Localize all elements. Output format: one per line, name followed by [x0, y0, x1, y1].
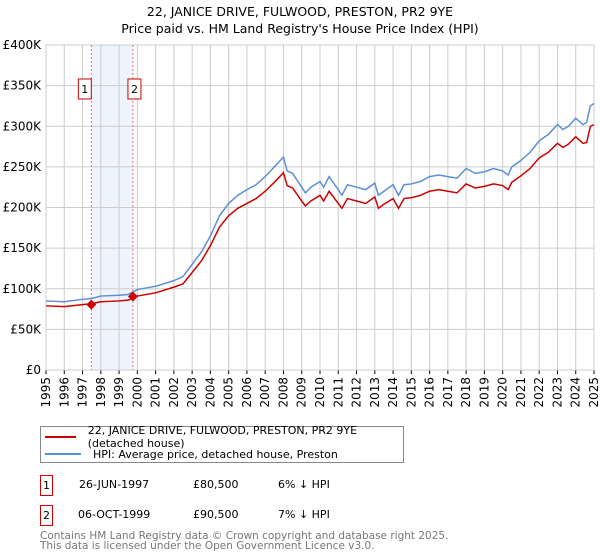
y-tick-label: £50K — [10, 322, 42, 336]
y-tick-label: £200K — [3, 201, 43, 215]
y-tick-label: £300K — [3, 119, 43, 133]
x-tick-label: 2005 — [222, 377, 236, 408]
price: £90,500 — [193, 508, 239, 521]
y-tick-label: £0 — [26, 363, 41, 377]
date: 26-JUN-1997 — [79, 478, 150, 491]
subtitle: Price paid vs. HM Land Registry's House … — [121, 21, 479, 36]
x-tick-label: 1995 — [39, 377, 53, 408]
sale-point — [86, 299, 97, 310]
x-tick-label: 2024 — [569, 377, 583, 408]
red-line-swatch — [45, 436, 76, 438]
y-tick-label: £100K — [3, 282, 43, 296]
x-tick-label: 2003 — [185, 377, 199, 408]
x-tick-label: 2025 — [587, 377, 600, 408]
x-tick-label: 2014 — [386, 377, 400, 408]
y-tick-label: £350K — [3, 79, 43, 93]
chart-title: 22, JANICE DRIVE, FULWOOD, PRESTON, PR2 … — [0, 3, 600, 37]
date: 06-OCT-1999 — [78, 508, 151, 521]
x-tick-label: 1998 — [94, 377, 108, 408]
sale-point — [127, 291, 138, 302]
x-tick-label: 2004 — [203, 377, 217, 408]
x-tick-label: 2009 — [295, 377, 309, 408]
x-tick-label: 2011 — [331, 377, 345, 408]
hpi-line — [45, 102, 595, 303]
x-tick-label: 2000 — [130, 377, 144, 408]
x-tick-label: 2013 — [368, 377, 382, 408]
y-tick-label: £400K — [3, 38, 43, 52]
x-tick-label: 2019 — [477, 377, 491, 408]
x-tick-label: 2022 — [532, 377, 546, 408]
x-tick-label: 2023 — [550, 377, 564, 408]
sale-label-box — [77, 78, 92, 100]
title: 22, JANICE DRIVE, FULWOOD, PRESTON, PR2 … — [146, 4, 454, 19]
x-tick-label: 2007 — [258, 377, 272, 408]
x-tick-label: 2021 — [514, 377, 528, 408]
price-chart: £0 £50K £100K £150K £200K £250K £300K £350K £400… — [3, 38, 600, 408]
footer: Contains HM Land Registry data © Crown c… — [40, 530, 449, 552]
x-tick-label: 2012 — [350, 377, 364, 408]
x-tick-label: 2020 — [496, 377, 510, 408]
hpi-diff: 6% ↓ HPI — [278, 478, 330, 491]
property-price-line — [45, 123, 595, 308]
hpi-diff: 7% ↓ HPI — [278, 508, 330, 521]
x-tick-label: 2010 — [313, 377, 327, 408]
x-tick-label: 2016 — [423, 377, 437, 408]
sale-label: 1 — [81, 83, 88, 96]
x-tick-label: 2015 — [404, 377, 418, 408]
x-tick-label: 2017 — [441, 377, 455, 408]
x-tick-label: 2018 — [459, 377, 473, 408]
x-tick-label: 1999 — [112, 377, 126, 408]
price: £80,500 — [193, 478, 239, 491]
plot-frame — [45, 44, 595, 371]
footer-line: Contains HM Land Registry data © Crown c… — [40, 530, 449, 542]
x-tick-label: 1996 — [57, 377, 71, 408]
x-tick-label: 2008 — [276, 377, 290, 408]
y-tick-label: £150K — [3, 241, 43, 255]
legend-item-hpi: HPI: Average price, detached house, Pres… — [45, 446, 338, 462]
sale-label: 2 — [131, 83, 138, 96]
marker-badge: 1 — [40, 475, 53, 496]
x-tick-label: 2006 — [240, 377, 254, 408]
legend: 22, JANICE DRIVE, FULWOOD, PRESTON, PR2 … — [40, 424, 404, 463]
footer-line: This data is licensed under the Open Gov… — [40, 540, 375, 552]
legend-label: 22, JANICE DRIVE, FULWOOD, PRESTON, PR2 … — [87, 424, 358, 450]
legend-label: HPI: Average price, detached house, Pres… — [93, 447, 338, 461]
blue-line-swatch — [45, 453, 81, 455]
x-tick-label: 2001 — [149, 377, 163, 408]
y-tick-label: £250K — [3, 160, 43, 174]
marker-badge: 2 — [40, 505, 53, 526]
x-tick-label: 1997 — [76, 377, 90, 408]
legend-item-property: 22, JANICE DRIVE, FULWOOD, PRESTON, PR2 … — [45, 424, 403, 450]
x-tick-label: 2002 — [167, 377, 181, 408]
sale-label-box — [127, 78, 142, 100]
